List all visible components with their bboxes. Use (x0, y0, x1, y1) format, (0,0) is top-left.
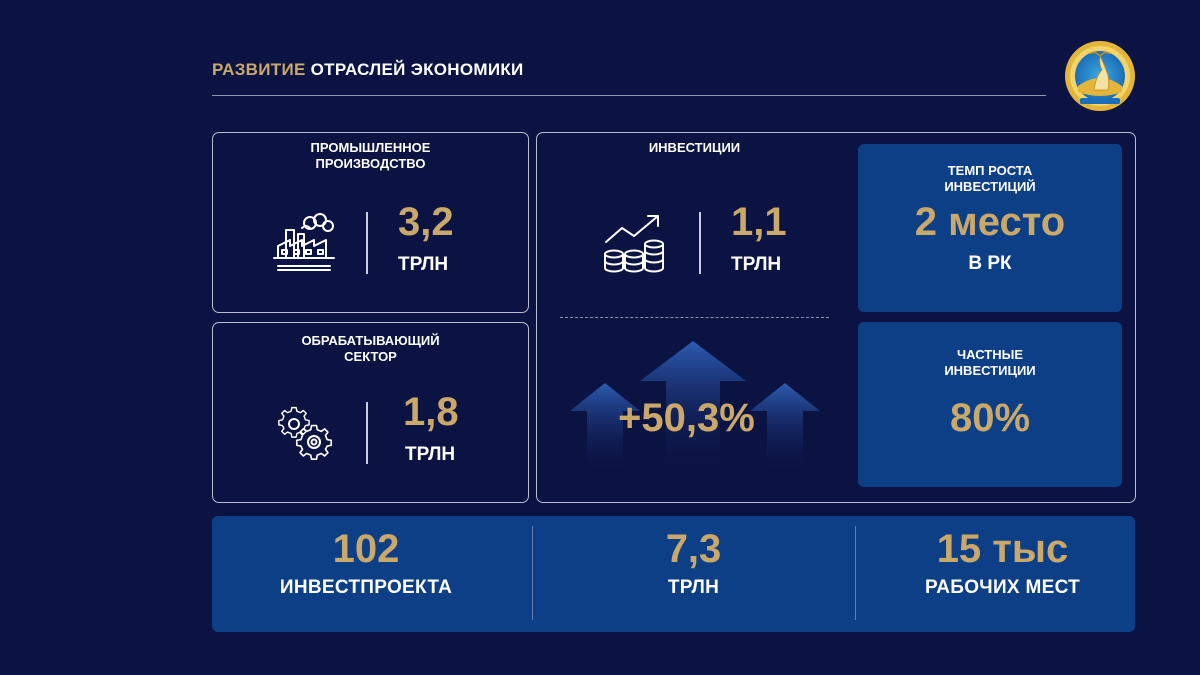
summary-separator-1 (532, 526, 533, 620)
factory-icon (273, 213, 335, 271)
growth-rate-sub: В РК (968, 253, 1012, 274)
growth-coins-icon (604, 215, 664, 273)
growth-rate-label: ТЕМП РОСТА ИНВЕСТИЦИЙ (944, 163, 1036, 194)
investments-card (536, 132, 1136, 503)
manufacturing-label: ОБРАБАТЫВАЮЩИЙ СЕКТОР (301, 333, 440, 364)
summary-projects-value: 102 (332, 527, 400, 571)
industrial-value: 3,2 (398, 200, 454, 244)
industrial-separator (366, 212, 368, 274)
investments-value: 1,1 (731, 200, 787, 244)
private-investments-value: 80% (949, 396, 1031, 440)
title-divider (212, 95, 1046, 96)
page-title: РАЗВИТИЕ ОТРАСЛЕЙ ЭКОНОМИКИ (212, 60, 524, 80)
summary-jobs-value: 15 тыс (936, 527, 1069, 571)
summary-jobs-label: РАБОЧИХ МЕСТ (924, 577, 1081, 598)
growth-arrows-icon (570, 341, 820, 475)
investment-growth-rate-box (858, 144, 1122, 312)
summary-separator-2 (855, 526, 856, 620)
summary-amount-label: ТРЛН (667, 577, 720, 598)
title-rest: ОТРАСЛЕЙ ЭКОНОМИКИ (310, 60, 524, 79)
investments-dashed-divider (560, 317, 829, 318)
manufacturing-value: 1,8 (403, 390, 459, 434)
industrial-unit: ТРЛН (398, 254, 449, 275)
manufacturing-separator (366, 402, 368, 464)
growth-rate-value: 2 место (914, 200, 1066, 244)
industrial-label: ПРОМЫШЛЕННОЕ ПРОИЗВОДСТВО (310, 140, 431, 171)
private-investments-label: ЧАСТНЫЕ ИНВЕСТИЦИИ (944, 347, 1036, 378)
private-investments-box (858, 322, 1122, 487)
gears-icon (278, 406, 333, 461)
summary-projects-label: ИНВЕСТПРОЕКТА (279, 577, 453, 598)
investments-separator (699, 212, 701, 274)
investments-growth: +50,3% (618, 396, 755, 440)
summary-bar (212, 516, 1135, 632)
manufacturing-sector-card (212, 322, 529, 503)
investments-unit: ТРЛН (731, 254, 782, 275)
region-emblem-icon (1065, 41, 1135, 111)
manufacturing-unit: ТРЛН (405, 444, 456, 465)
investments-label: ИНВЕСТИЦИИ (648, 140, 741, 155)
summary-amount-value: 7,3 (665, 527, 722, 571)
industrial-production-card (212, 132, 529, 313)
title-accent: РАЗВИТИЕ (212, 60, 306, 79)
